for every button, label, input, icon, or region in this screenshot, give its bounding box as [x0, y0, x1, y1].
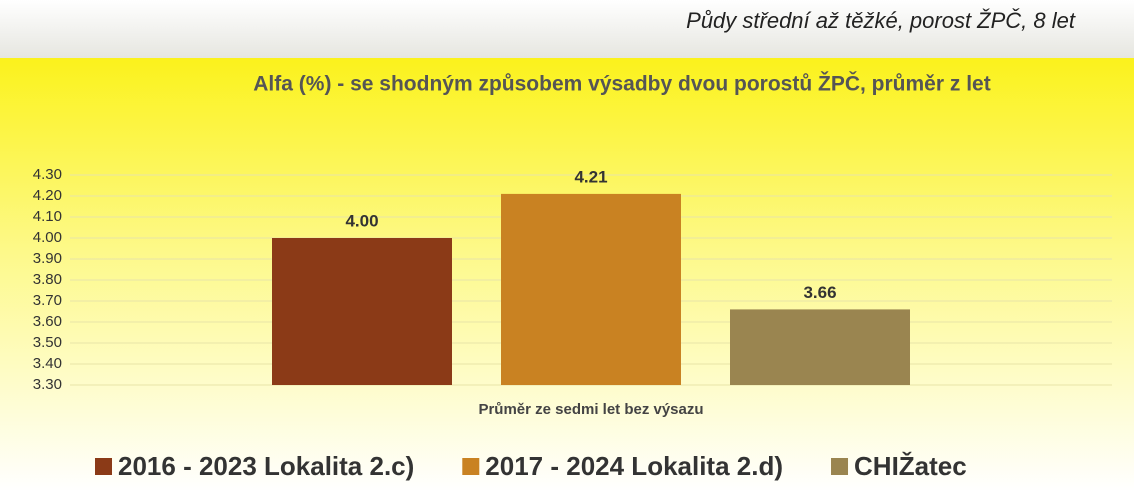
value-label: 4.21: [574, 167, 607, 186]
value-label: 4.00: [345, 211, 378, 230]
chart-title: Alfa (%) - se shodným způsobem výsadby d…: [253, 72, 990, 96]
y-tick-label: 3.90: [33, 250, 62, 267]
legend-swatch: [95, 458, 112, 475]
header-title: Půdy střední až těžké, porost ŽPČ, 8 let: [686, 8, 1076, 33]
y-tick-label: 3.30: [33, 376, 62, 393]
legend-swatch: [462, 458, 480, 475]
y-tick-label: 3.40: [33, 355, 62, 372]
bar: [501, 193, 681, 385]
y-tick-label: 4.10: [33, 208, 62, 225]
legend-label: 2017 - 2024 Lokalita 2.d): [485, 451, 783, 481]
y-tick-label: 4.20: [33, 187, 62, 204]
y-tick-label: 3.70: [33, 292, 62, 309]
y-tick-label: 3.80: [33, 271, 62, 288]
y-tick-label: 4.00: [33, 229, 62, 246]
legend-label: 2016 - 2023 Lokalita 2.c): [118, 451, 414, 481]
y-tick-label: 4.30: [33, 166, 62, 183]
y-tick-label: 3.60: [33, 313, 62, 330]
x-tick-label: Průměr ze sedmi let bez výsazu: [478, 401, 703, 418]
header-band: [0, 0, 1134, 58]
value-label: 3.66: [803, 283, 836, 302]
legend-swatch: [831, 458, 849, 475]
y-tick-label: 3.50: [33, 334, 62, 351]
bar: [730, 309, 910, 385]
legend-label: CHIŽatec: [854, 451, 967, 481]
bar: [272, 238, 452, 385]
